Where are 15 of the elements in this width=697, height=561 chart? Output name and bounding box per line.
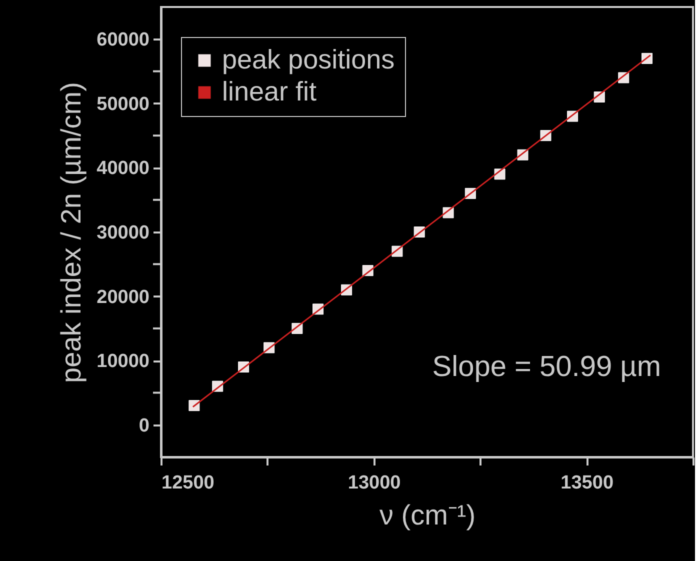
legend-label: peak positions <box>222 44 395 74</box>
y-axis-title: peak index / 2n (µm/cm) <box>56 82 87 383</box>
x-axis-title: ν (cm⁻¹) <box>379 500 476 530</box>
annotation: Slope = 50.99 µm <box>432 351 661 383</box>
x-tick-label: 13500 <box>560 472 614 494</box>
y-tick-label: 50000 <box>96 94 150 115</box>
y-tick-label: 60000 <box>96 30 150 51</box>
y-tick-label: 0 <box>138 415 150 436</box>
legend-label: linear fit <box>222 76 318 106</box>
y-tick-label: 10000 <box>96 351 150 372</box>
y-tick-label: 20000 <box>96 286 150 308</box>
x-tick-label: 13000 <box>348 472 401 494</box>
y-tick-label: 40000 <box>96 158 150 180</box>
x-tick-label: 12500 <box>162 472 214 494</box>
y-tick-label: 30000 <box>96 222 150 244</box>
